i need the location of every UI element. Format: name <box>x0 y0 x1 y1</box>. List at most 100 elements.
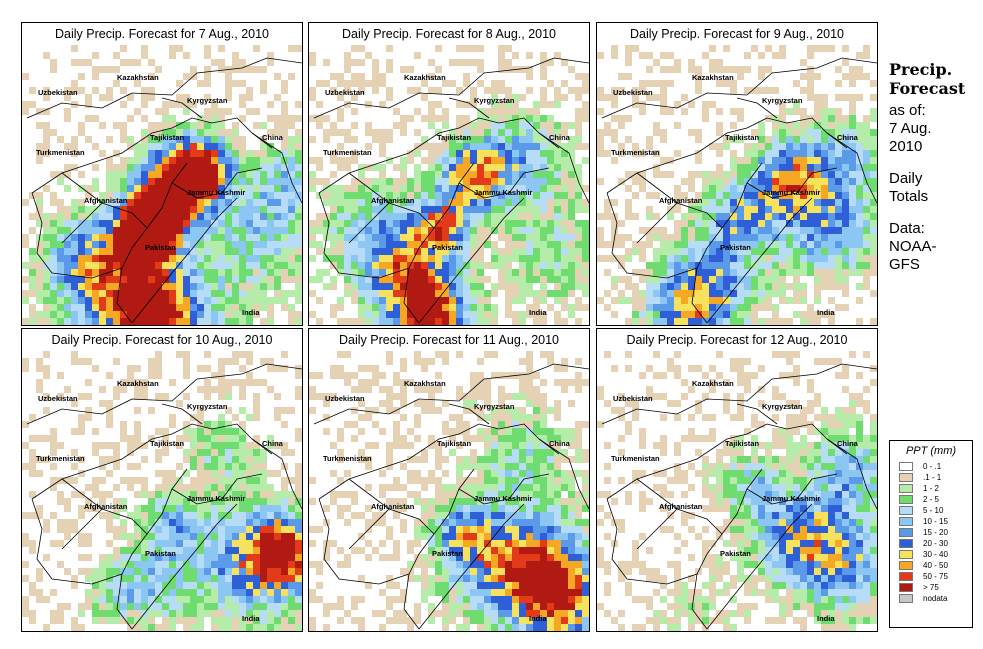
precip-cell <box>141 617 148 624</box>
precip-cell <box>288 603 295 610</box>
precip-cell <box>695 220 702 227</box>
precip-cell <box>274 519 281 526</box>
precip-cell <box>71 283 78 290</box>
precip-cell <box>519 318 526 325</box>
precip-cell <box>526 470 533 477</box>
precip-cell <box>505 164 512 171</box>
precip-cell <box>512 498 519 505</box>
precip-cell <box>386 248 393 255</box>
precip-cell <box>540 52 547 59</box>
precip-cell <box>218 241 225 248</box>
precip-cell <box>295 311 302 318</box>
precip-cell <box>267 241 274 248</box>
precip-cell <box>554 414 561 421</box>
precip-cell <box>744 276 751 283</box>
precip-cell <box>625 136 632 143</box>
precip-cell <box>372 227 379 234</box>
precip-cell <box>674 185 681 192</box>
precip-cell <box>491 505 498 512</box>
precip-cell <box>484 115 491 122</box>
precip-cell <box>190 589 197 596</box>
precip-cell <box>176 255 183 262</box>
precip-cell <box>526 129 533 136</box>
precip-cell <box>856 178 863 185</box>
precip-cell <box>36 143 43 150</box>
precip-cell <box>463 276 470 283</box>
precip-cell <box>856 318 863 325</box>
precip-cell <box>505 491 512 498</box>
precip-cell <box>526 519 533 526</box>
precip-cell <box>85 603 92 610</box>
precip-cell <box>141 519 148 526</box>
precip-cell <box>414 304 421 311</box>
precip-cell <box>842 206 849 213</box>
precip-cell <box>400 463 407 470</box>
precip-cell <box>393 241 400 248</box>
precip-cell <box>253 449 260 456</box>
precip-cell <box>22 262 29 269</box>
precip-cell <box>512 185 519 192</box>
precip-cell <box>211 624 218 631</box>
precip-cell <box>716 311 723 318</box>
precip-cell <box>211 269 218 276</box>
precip-cell <box>218 136 225 143</box>
precip-cell <box>274 241 281 248</box>
precip-cell <box>582 87 589 94</box>
precip-cell <box>141 150 148 157</box>
precip-cell <box>78 248 85 255</box>
precip-cell <box>870 220 877 227</box>
precip-cell <box>351 498 358 505</box>
precip-cell <box>709 213 716 220</box>
precip-cell <box>681 213 688 220</box>
precip-cell <box>582 101 589 108</box>
precip-cell <box>127 575 134 582</box>
precip-cell <box>197 241 204 248</box>
precip-cell <box>688 178 695 185</box>
precip-cell <box>281 108 288 115</box>
precip-cell <box>828 122 835 129</box>
precip-cell <box>456 304 463 311</box>
precip-cell <box>842 269 849 276</box>
precip-cell <box>463 304 470 311</box>
precip-cell <box>309 227 316 234</box>
precip-cell <box>134 575 141 582</box>
precip-cell <box>190 617 197 624</box>
precip-cell <box>386 262 393 269</box>
precip-cell <box>554 192 561 199</box>
precip-cell <box>800 248 807 255</box>
precip-cell <box>50 318 57 325</box>
precip-cell <box>681 234 688 241</box>
precip-cell <box>176 297 183 304</box>
precip-cell <box>470 276 477 283</box>
precip-cell <box>351 297 358 304</box>
precip-cell <box>148 73 155 80</box>
precip-cell <box>281 164 288 171</box>
precip-cell <box>835 185 842 192</box>
precip-cell <box>330 365 337 372</box>
precip-cell <box>674 122 681 129</box>
precip-cell <box>106 421 113 428</box>
precip-cell <box>484 122 491 129</box>
precip-cell <box>260 122 267 129</box>
precip-cell <box>99 248 106 255</box>
precip-cell <box>29 610 36 617</box>
precip-cell <box>155 456 162 463</box>
precip-cell <box>141 136 148 143</box>
precip-cell <box>218 269 225 276</box>
precip-cell <box>372 136 379 143</box>
precip-cell <box>533 101 540 108</box>
precip-cell <box>274 157 281 164</box>
precip-cell <box>730 122 737 129</box>
precip-cell <box>814 227 821 234</box>
precip-cell <box>246 276 253 283</box>
precip-cell <box>393 311 400 318</box>
precip-cell <box>127 255 134 262</box>
precip-cell <box>498 463 505 470</box>
precip-cell <box>323 199 330 206</box>
precip-cell <box>162 150 169 157</box>
precip-cell <box>786 185 793 192</box>
precip-cell <box>730 227 737 234</box>
precip-cell <box>470 449 477 456</box>
precip-cell <box>36 262 43 269</box>
precip-cell <box>512 164 519 171</box>
